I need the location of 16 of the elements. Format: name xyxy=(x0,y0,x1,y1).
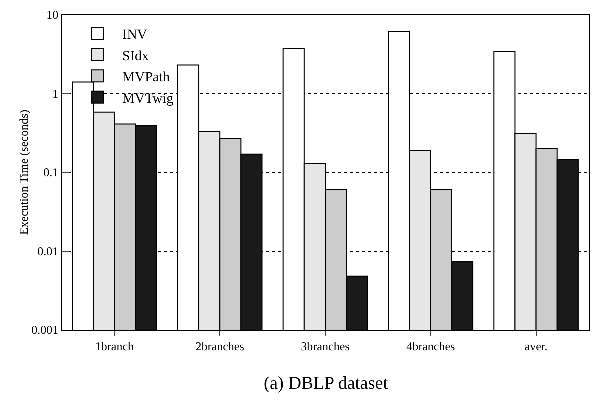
legend-label: INV xyxy=(122,28,148,44)
y-axis-title: Execution Time (seconds) xyxy=(17,110,31,236)
y-tick-label: 10 xyxy=(46,8,59,22)
x-tick-label: 2branches xyxy=(196,339,245,354)
y-tick-label: 0.1 xyxy=(44,166,59,180)
legend-label: MVPath xyxy=(122,70,170,86)
legend-label: SIdx xyxy=(122,49,149,64)
legend-label: MVTwig xyxy=(122,92,174,107)
y-tick-label: 0.001 xyxy=(32,323,59,338)
y-tick-label: 1 xyxy=(52,86,59,101)
x-tick-label: 4branches xyxy=(406,339,456,354)
x-tick-label: 1branch xyxy=(95,339,134,354)
x-tick-label: 3branches xyxy=(301,339,350,354)
y-tick-label: 0.01 xyxy=(38,244,59,258)
text: (a) DBLP dataset xyxy=(264,373,388,393)
x-tick-label: aver. xyxy=(524,339,548,354)
